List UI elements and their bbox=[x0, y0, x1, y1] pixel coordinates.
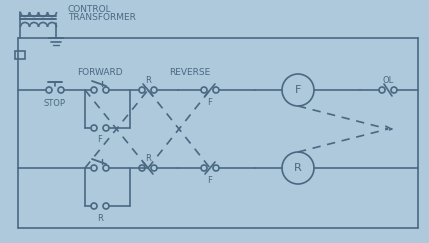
Text: F: F bbox=[208, 97, 212, 106]
Text: F: F bbox=[97, 134, 103, 144]
Text: F: F bbox=[295, 85, 301, 95]
Text: FORWARD: FORWARD bbox=[77, 68, 123, 77]
Text: REVERSE: REVERSE bbox=[169, 68, 211, 77]
Text: R: R bbox=[145, 154, 151, 163]
Text: STOP: STOP bbox=[44, 98, 66, 107]
Text: R: R bbox=[97, 214, 103, 223]
Text: R: R bbox=[145, 76, 151, 85]
Text: F: F bbox=[208, 175, 212, 184]
Text: TRANSFORMER: TRANSFORMER bbox=[68, 12, 136, 21]
Text: OL: OL bbox=[382, 76, 394, 85]
FancyBboxPatch shape bbox=[15, 51, 25, 59]
Text: R: R bbox=[294, 163, 302, 173]
Text: CONTROL: CONTROL bbox=[68, 5, 112, 14]
